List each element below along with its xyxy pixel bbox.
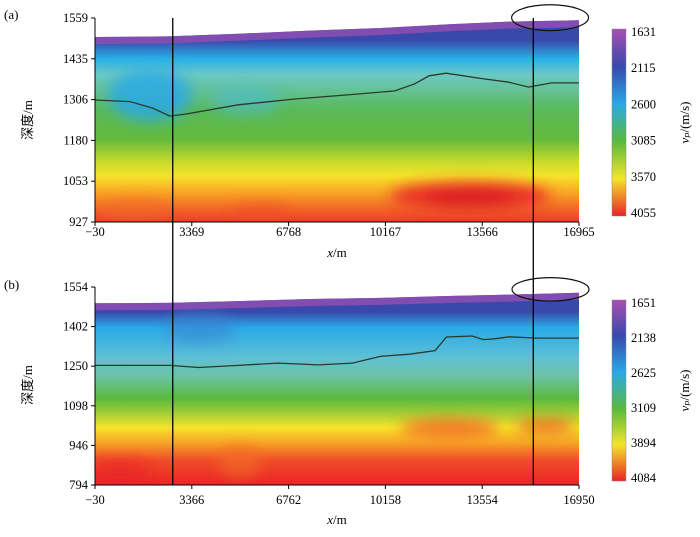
velocity-field <box>95 20 579 222</box>
panel-label: (a) <box>4 7 18 22</box>
surface-low-velocity-band <box>95 20 579 44</box>
y-tick-label: 1250 <box>63 359 88 373</box>
velocity-anomaly <box>165 312 235 344</box>
velocity-anomaly <box>425 191 515 205</box>
interface-line <box>95 335 579 369</box>
colorbar-label: vₚ/(m/s) <box>677 101 692 143</box>
highlight-ellipse <box>511 4 590 32</box>
x-tick-label: 3366 <box>179 493 204 507</box>
x-tick-label: 3369 <box>179 225 204 239</box>
velocity-anomaly <box>100 201 170 219</box>
y-tick-label: 927 <box>69 215 88 229</box>
velocity-anomaly <box>108 69 192 121</box>
velocity-field <box>95 292 579 485</box>
y-axis-label: 深度/m <box>20 365 35 405</box>
colorbar-tick-label: 3085 <box>631 134 656 148</box>
velocity-anomaly <box>232 204 292 220</box>
y-tick-label: 1402 <box>63 320 88 334</box>
x-tick-label: 10167 <box>370 225 401 239</box>
y-tick-label: 946 <box>69 438 88 452</box>
x-tick-label: 16965 <box>563 225 594 239</box>
colorbar <box>611 28 627 217</box>
colorbar-tick-label: 4084 <box>631 471 657 485</box>
x-tick-label: 13566 <box>467 225 498 239</box>
velocity-anomaly <box>95 460 150 484</box>
y-tick-label: 1554 <box>63 280 89 294</box>
velocity-anomaly <box>210 86 280 114</box>
x-tick-label: 6762 <box>276 493 301 507</box>
colorbar <box>611 299 627 482</box>
panel-b: 1554 1402 1250 1098 946 794−30 3366 6762 10158 13… <box>4 277 692 527</box>
colorbar-tick-label: 3570 <box>631 170 656 184</box>
x-tick-label: 16950 <box>563 493 594 507</box>
colorbar-label: vₚ/(m/s) <box>677 369 692 411</box>
velocity-fill <box>95 20 579 222</box>
colorbar-tick-label: 4055 <box>631 206 656 220</box>
colorbar-tick-label: 1631 <box>631 25 656 39</box>
y-axis-label: 深度/m <box>20 100 35 140</box>
highlight-ellipse <box>511 277 590 302</box>
surface-low-velocity-band <box>95 292 579 311</box>
y-tick-label: 1306 <box>63 93 88 107</box>
x-tick-label: 10158 <box>370 493 401 507</box>
y-tick-label: 1053 <box>63 174 88 188</box>
velocity-anomaly <box>400 419 500 437</box>
x-tick-label: 13554 <box>467 493 499 507</box>
velocity-anomaly <box>515 420 575 432</box>
velocity-anomalies <box>95 312 575 484</box>
colorbar-tick-label: 3894 <box>631 436 657 450</box>
x-tick-label: −30 <box>85 493 105 507</box>
colorbar-tick-label: 2115 <box>631 61 656 75</box>
y-tick-label: 1098 <box>63 399 88 413</box>
colorbar-tick-label: 1651 <box>631 296 656 310</box>
colorbar-tick-label: 2625 <box>631 366 656 380</box>
velocity-anomaly <box>218 446 262 478</box>
y-tick-label: 1559 <box>63 11 88 25</box>
colorbar-tick-label: 2600 <box>631 97 656 111</box>
colorbar-tick-label: 2138 <box>631 331 656 345</box>
y-tick-label: 1435 <box>63 52 88 66</box>
interface-line <box>94 72 579 117</box>
y-tick-label: 794 <box>69 478 89 492</box>
panel-label: (b) <box>4 277 19 292</box>
panel-a: 1559 1435 1306 1180 1053 927−30 3369 6768 10167 1… <box>4 4 692 260</box>
x-axis-label: x/m <box>326 512 347 527</box>
velocity-fill <box>95 292 579 485</box>
x-tick-label: −30 <box>85 225 105 239</box>
y-tick-label: 1180 <box>63 133 88 147</box>
x-axis-label: x/m <box>326 245 347 260</box>
x-tick-label: 6768 <box>276 225 301 239</box>
colorbar-tick-label: 3109 <box>631 401 656 415</box>
